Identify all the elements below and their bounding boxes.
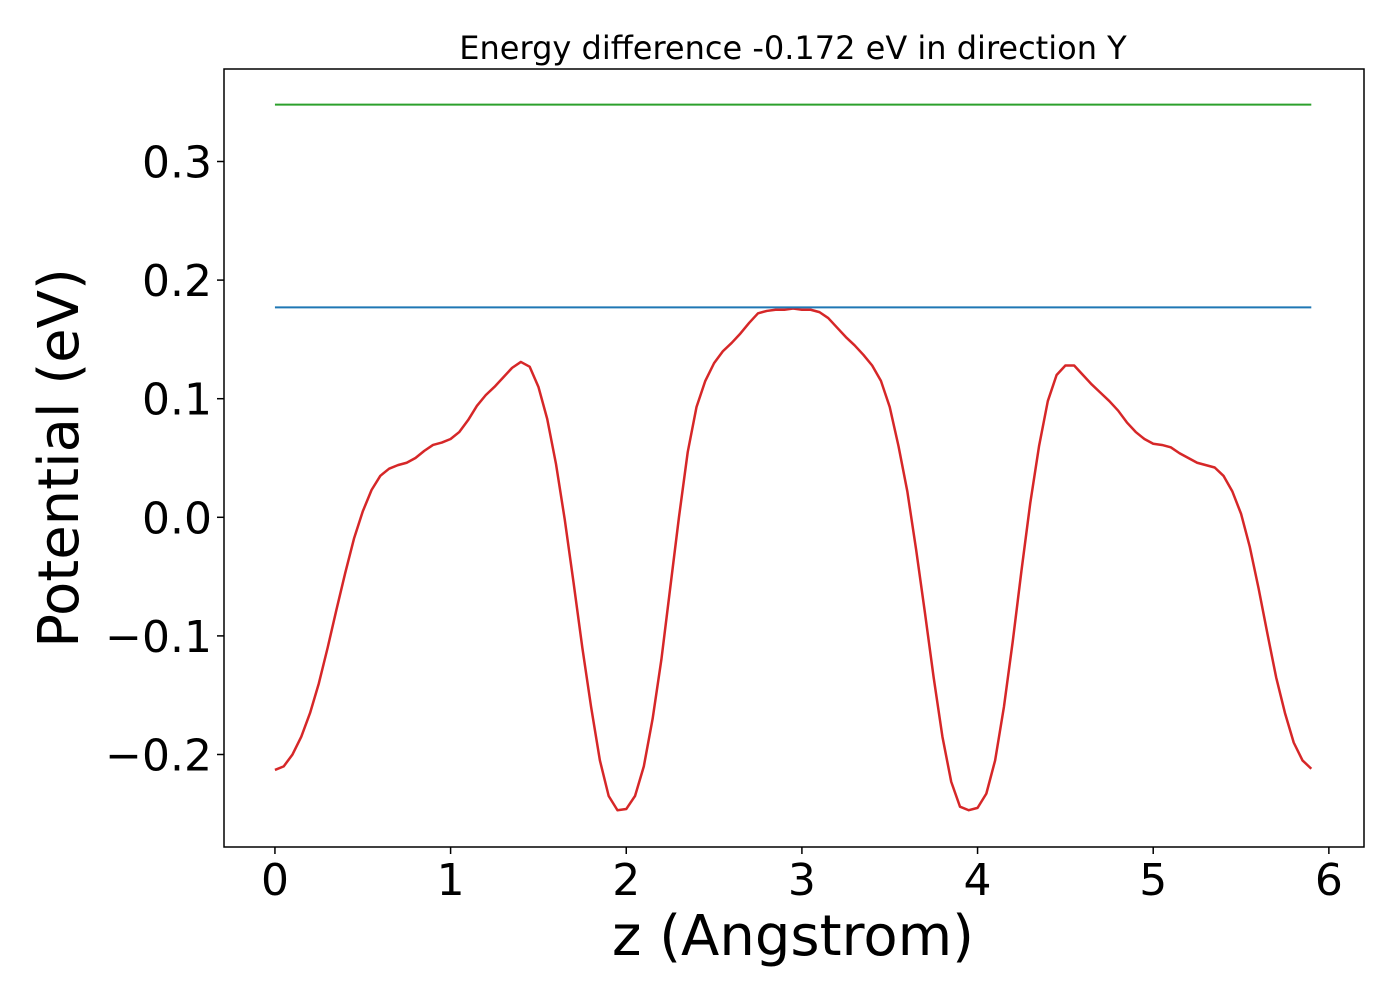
x-axis: 0 1 2 3 4 5 6 xyxy=(261,847,1343,906)
plot-lines xyxy=(274,103,1313,812)
x-axis-label: z (Angstrom) xyxy=(612,904,974,969)
x-tick-label: 2 xyxy=(612,855,640,906)
x-tick-label: 1 xyxy=(437,855,465,906)
y-tick-label: −0.1 xyxy=(105,612,212,663)
x-tick-label: 4 xyxy=(964,855,992,906)
y-axis-label: Potential (eV) xyxy=(27,268,92,648)
y-tick-label: −0.2 xyxy=(105,730,212,781)
y-tick-label: 0.3 xyxy=(142,138,212,189)
series-line-0 xyxy=(274,307,1313,812)
y-tick-label: 0.2 xyxy=(142,256,212,307)
y-tick-label: 0.0 xyxy=(142,493,212,544)
y-tick-label: 0.1 xyxy=(142,375,212,426)
x-tick-label: 6 xyxy=(1315,855,1343,906)
chart-title: Energy difference -0.172 eV in direction… xyxy=(459,29,1127,67)
x-tick-label: 5 xyxy=(1139,855,1167,906)
x-tick-label: 3 xyxy=(788,855,816,906)
y-axis: −0.2 −0.1 0.0 0.1 0.2 0.3 xyxy=(105,138,224,781)
x-tick-label: 0 xyxy=(261,855,289,906)
plot-frame xyxy=(223,68,1365,848)
